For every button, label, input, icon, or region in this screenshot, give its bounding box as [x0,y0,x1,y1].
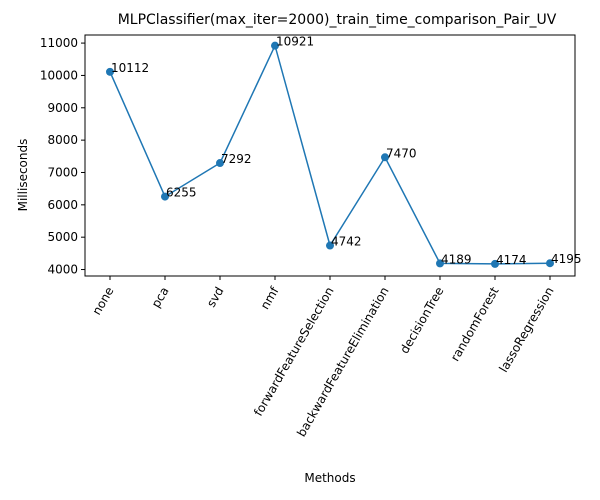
data-label: 6255 [166,186,197,200]
data-point [106,67,114,76]
data-points [106,41,554,268]
x-tick-label: decisionTree [397,285,446,356]
data-point [381,153,389,162]
x-tick-label: pca [149,285,172,311]
y-tick-label: 10000 [40,68,78,82]
x-axis: none pca svd nmfforwardFeatureSelectionback… [90,276,557,439]
data-label: 4195 [551,252,582,266]
data-label: 7470 [386,146,417,160]
x-tick-label: randomForest [448,284,502,363]
y-tick-label: 7000 [47,165,78,179]
y-axis-label: Milliseconds [16,139,30,212]
data-point [546,259,554,268]
data-label: 7292 [221,152,252,166]
data-label: 4742 [331,235,362,249]
data-labels: 10112 6255 7292 10921 4742 7470 4189 4174 4195 [111,35,582,267]
y-axis: 4000 5000 6000 7000 8000 9000 10000 11000 [40,36,85,277]
y-tick-label: 6000 [47,198,78,212]
x-tick-label: svd [204,285,227,310]
data-label: 10921 [276,35,314,49]
data-point [216,159,224,168]
x-tick-label: none [90,285,117,318]
data-label: 10112 [111,61,149,75]
x-axis-label: Methods [304,471,355,485]
y-tick-label: 9000 [47,101,78,115]
chart-title: MLPClassifier(max_iter=2000)_train_time_… [118,12,557,28]
data-label: 4174 [496,253,527,267]
data-point [436,259,444,268]
y-tick-label: 11000 [40,36,78,50]
y-tick-label: 4000 [47,263,78,277]
data-point [161,192,169,201]
x-tick-label: backwardFeatureElimination [294,285,391,440]
y-tick-label: 8000 [47,133,78,147]
data-point [491,259,499,268]
x-tick-label: lassoRegression [496,285,556,375]
data-label: 4189 [441,252,472,266]
y-tick-label: 5000 [47,230,78,244]
data-point [271,41,279,50]
x-tick-label: nmf [258,284,282,312]
data-point [326,241,334,250]
series-line [109,43,551,265]
plot-frame [84,34,576,277]
